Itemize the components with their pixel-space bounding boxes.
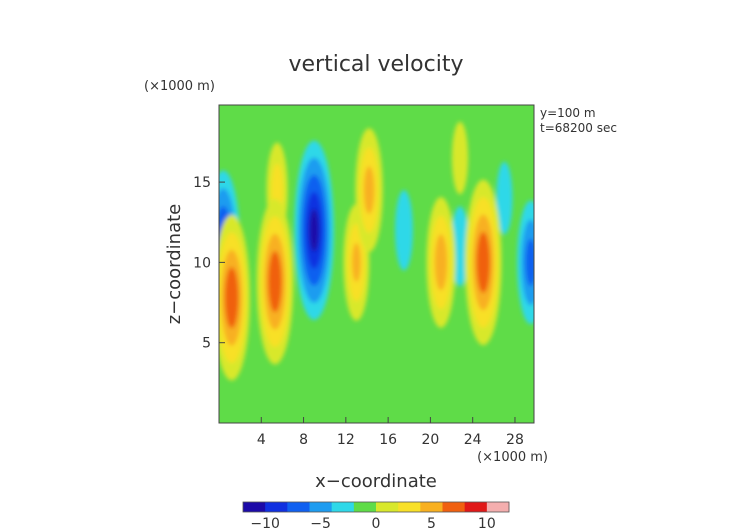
contour-band	[451, 121, 469, 195]
updraft-cell	[451, 121, 469, 195]
colorbar-swatch	[309, 502, 321, 512]
x-tick-label: 20	[421, 432, 439, 448]
x-tick-label: 4	[257, 432, 266, 448]
colorbar-swatch	[497, 502, 510, 512]
colorbar-swatch	[420, 502, 432, 512]
downdraft-cell	[451, 206, 469, 287]
colorbar-tick-label: −10	[250, 516, 280, 532]
colorbar-swatch	[486, 502, 499, 512]
plot-frame	[218, 104, 535, 424]
updraft-cell	[219, 214, 251, 381]
colorbar-tick-label: 5	[427, 516, 436, 532]
contour-band	[434, 234, 448, 291]
colorbar-swatch	[453, 502, 466, 512]
contour-layers	[219, 121, 534, 381]
chart-title: vertical velocity	[288, 52, 463, 77]
colorbar-swatch	[442, 502, 454, 512]
colorbar-swatch	[276, 502, 288, 512]
colorbar-labels: −10 −5 0 5 10	[250, 516, 495, 532]
z-tick-label: 15	[193, 175, 211, 191]
z-axis-title: z−coordinate	[164, 204, 185, 325]
contour-band	[525, 238, 534, 287]
colorbar-swatch	[254, 502, 266, 512]
contour-band	[352, 242, 361, 282]
contour-band	[476, 231, 491, 293]
colorbar-swatch	[475, 502, 488, 512]
x-axis: 4 8 12 16 20 24 28	[257, 417, 524, 448]
colorbar	[242, 501, 510, 513]
colorbar-swatch	[464, 502, 477, 512]
updraft-cell	[464, 179, 502, 346]
colorbar-swatch	[387, 502, 399, 512]
colorbar-swatch	[243, 502, 255, 512]
downdraft-cell	[517, 200, 534, 325]
updraft-cell	[426, 196, 456, 328]
updraft-cell	[256, 198, 294, 365]
colorbar-swatch	[431, 502, 443, 512]
colorbar-swatch	[398, 502, 410, 512]
colorbar-swatch	[298, 502, 310, 512]
x-unit-label: (×1000 m)	[477, 450, 548, 465]
downdraft-cell	[496, 161, 513, 235]
x-tick-label: 16	[379, 432, 397, 448]
annotation-y: y=100 m	[540, 106, 596, 120]
x-tick-label: 12	[337, 432, 355, 448]
updraft-cell	[355, 128, 383, 253]
colorbar-swatch	[287, 502, 299, 512]
colorbar-tick-label: −5	[310, 516, 331, 532]
z-tick-label: 5	[202, 336, 211, 352]
velocity-field	[219, 121, 534, 381]
plot-area	[218, 104, 535, 424]
colorbar-tick-label: 0	[372, 516, 381, 532]
downdraft-cell	[294, 140, 334, 320]
contour-band	[309, 208, 319, 252]
x-tick-label: 24	[464, 432, 482, 448]
colorbar-swatch	[353, 502, 366, 512]
z-unit-label: (×1000 m)	[144, 79, 215, 94]
colorbar-swatch	[364, 502, 377, 512]
x-tick-label: 28	[506, 432, 524, 448]
z-tick-label: 10	[193, 255, 211, 271]
z-axis: 5 10 15	[193, 175, 225, 352]
colorbar-swatch	[376, 502, 388, 512]
colorbar-swatch	[409, 502, 421, 512]
contour-band	[268, 251, 282, 313]
colorbar-tick-label: 10	[478, 516, 496, 532]
contour-band	[363, 166, 375, 214]
colorbar-swatch	[265, 502, 277, 512]
contour-band	[496, 161, 513, 235]
contour-band	[451, 206, 469, 287]
x-tick-label: 8	[299, 432, 308, 448]
colorbar-frame	[242, 501, 510, 513]
colorbar-swatch	[320, 502, 333, 512]
annotation-t: t=68200 sec	[540, 121, 617, 135]
downdraft-cell	[395, 190, 413, 271]
x-axis-title: x−coordinate	[315, 471, 437, 492]
colorbar-swatch	[342, 502, 355, 512]
colorbar-swatch	[331, 502, 344, 512]
contour-band	[395, 190, 413, 271]
contour-band	[224, 267, 239, 329]
